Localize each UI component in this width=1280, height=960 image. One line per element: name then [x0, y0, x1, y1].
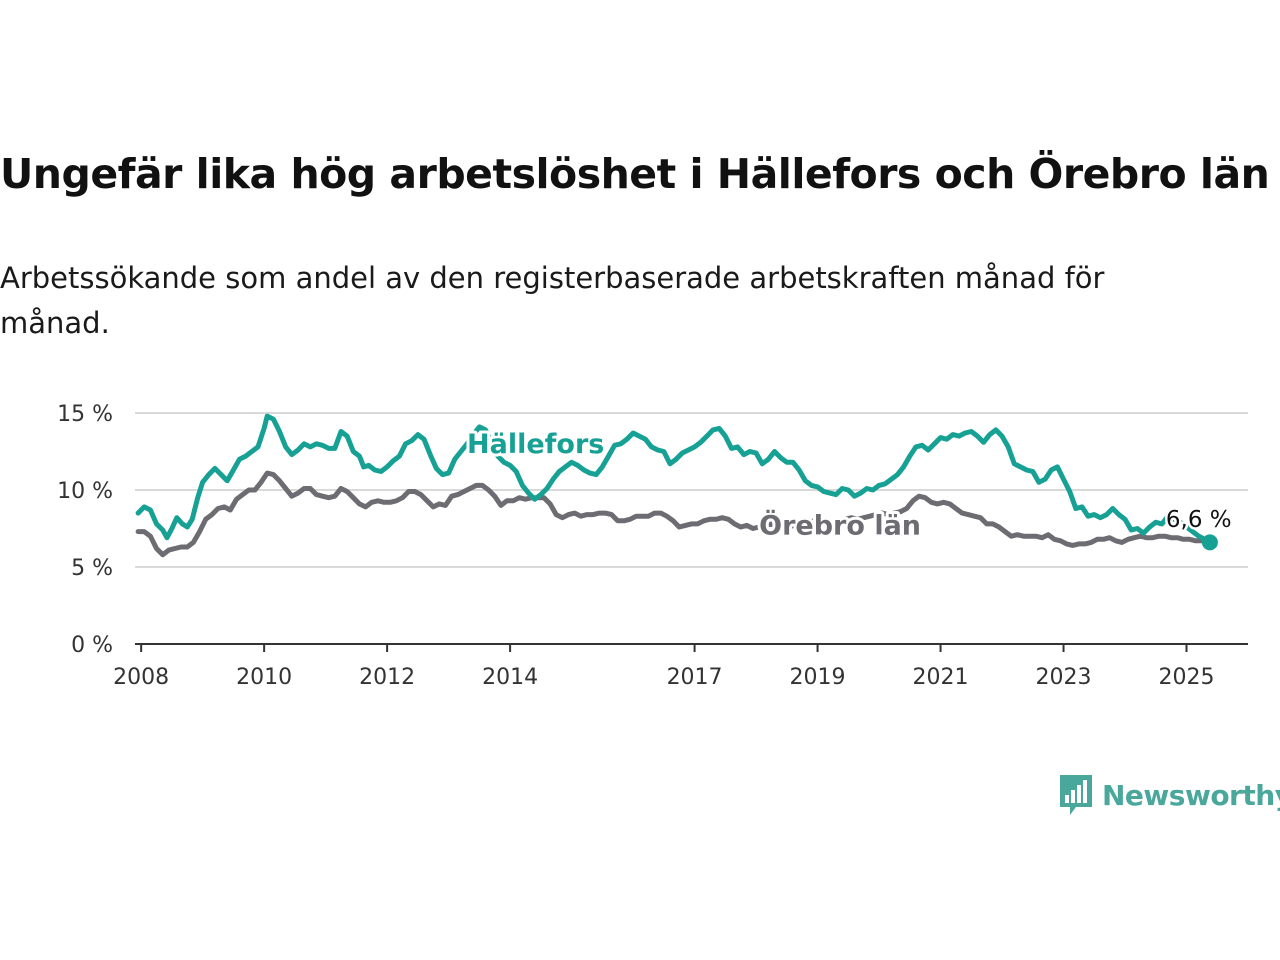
x-tick-label: 2021 [913, 665, 969, 690]
newsworthy-logo: Newsworthy [1058, 772, 1280, 818]
y-tick-label: 10 % [57, 479, 113, 504]
bar-chart-speech-bubble-icon [1060, 775, 1092, 815]
end-point-marker [1201, 534, 1218, 551]
chart-subtitle: Arbetssökande som andel av den registerb… [0, 261, 1105, 340]
x-tick-label: 2014 [482, 665, 538, 690]
x-tick-label: 2008 [113, 665, 169, 690]
y-tick-label: 5 % [71, 556, 113, 581]
line-chart: 0 %5 %10 %15 % 2008 2010 2012 2014 2017 2019 2… [57, 402, 1248, 690]
y-tick-label: 15 % [57, 402, 113, 427]
x-tick-label: 2019 [790, 665, 846, 690]
y-axis: 0 % 5 % 10 % 15 % [57, 402, 113, 658]
series-line-orebro-lan [135, 470, 1211, 558]
x-tick-label: 2017 [667, 665, 723, 690]
series-labels: Hällefors Örebro län 6,6 % [464, 426, 1234, 545]
series-line-hallefors [135, 413, 1213, 545]
end-value-label: 6,6 % [1166, 507, 1232, 533]
x-tick-label: 2010 [236, 665, 292, 690]
chart-title: Ungefär lika hög arbetslöshet i Hällefor… [0, 150, 1270, 198]
y-tick-label: 0 % [71, 633, 113, 658]
x-tick-label: 2025 [1159, 665, 1215, 690]
series-label-hallefors: Hällefors [467, 429, 604, 460]
series-lines [135, 413, 1218, 558]
x-tick-label: 2012 [359, 665, 415, 690]
series-label-orebro-lan: Örebro län [759, 509, 921, 542]
x-axis: 2008 2010 2012 2014 2017 2019 2021 2023 2025 [113, 643, 1248, 690]
x-tick-label: 2023 [1036, 665, 1092, 690]
grid-lines [135, 412, 1248, 568]
brand-name: Newsworthy [1102, 778, 1280, 812]
